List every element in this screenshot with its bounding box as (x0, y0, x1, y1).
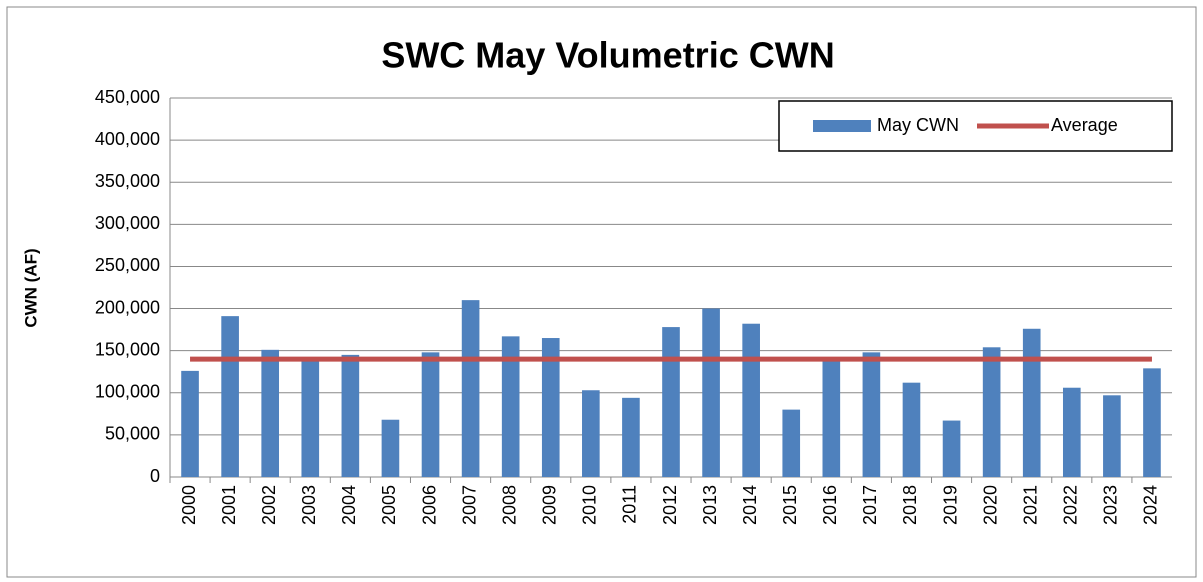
x-tick-label: 2022 (1061, 485, 1081, 525)
chart-title: SWC May Volumetric CWN (381, 35, 834, 76)
bar (181, 370, 199, 477)
bar (301, 359, 320, 477)
y-tick-label: 100,000 (95, 382, 160, 402)
bar (822, 358, 841, 477)
y-tick-label: 200,000 (95, 297, 160, 317)
x-tick-label: 2020 (980, 485, 1000, 525)
x-tick-label: 2005 (379, 485, 399, 525)
bar (221, 316, 239, 477)
bar (742, 323, 760, 477)
x-tick-label: 2023 (1101, 485, 1121, 525)
legend-label: May CWN (877, 115, 959, 135)
bar (622, 397, 640, 477)
bar (541, 338, 560, 477)
x-tick-label: 2002 (259, 485, 279, 525)
bar (421, 352, 440, 477)
y-tick-label: 400,000 (95, 129, 160, 149)
x-tick-label: 2001 (219, 485, 239, 525)
y-tick-label: 300,000 (95, 213, 160, 233)
y-tick-label: 350,000 (95, 171, 160, 191)
bar (582, 390, 600, 477)
bar (1143, 368, 1161, 477)
x-tick-label: 2018 (900, 485, 920, 525)
y-tick-label: 50,000 (105, 424, 160, 444)
y-tick-label: 150,000 (95, 339, 160, 359)
x-tick-label: 2008 (499, 485, 519, 525)
x-tick-label: 2000 (179, 485, 199, 525)
bar (982, 347, 1001, 477)
bar (662, 327, 680, 477)
x-tick-label: 2003 (299, 485, 319, 525)
bar (942, 420, 961, 477)
legend-swatch (813, 120, 871, 132)
y-tick-label: 0 (150, 466, 160, 486)
x-tick-label: 2016 (820, 485, 840, 525)
x-tick-label: 2021 (1020, 485, 1040, 525)
bar (1022, 328, 1041, 477)
x-tick-label: 2010 (580, 485, 600, 525)
bar (381, 419, 400, 477)
bar (702, 308, 720, 477)
bar (1062, 387, 1081, 477)
x-tick-label: 2006 (419, 485, 439, 525)
bar (261, 349, 280, 477)
bar (902, 382, 921, 477)
bar (1103, 395, 1121, 477)
y-tick-label: 250,000 (95, 255, 160, 275)
y-tick-label: 450,000 (95, 87, 160, 107)
x-tick-label: 2013 (700, 485, 720, 525)
bar (782, 409, 801, 477)
x-tick-label: 2014 (740, 485, 760, 525)
bar (862, 352, 881, 477)
x-tick-label: 2019 (940, 485, 960, 525)
x-tick-label: 2011 (620, 485, 640, 524)
x-tick-label: 2007 (459, 485, 479, 525)
x-tick-label: 2009 (540, 485, 560, 525)
x-tick-label: 2004 (339, 485, 359, 525)
bar (341, 354, 360, 477)
bar (461, 300, 480, 477)
x-tick-label: 2024 (1141, 485, 1161, 525)
bar (501, 336, 520, 477)
x-tick-label: 2017 (860, 485, 880, 525)
y-axis-label: CWN (AF) (21, 248, 40, 327)
legend-label: Average (1051, 115, 1118, 135)
x-tick-label: 2012 (660, 485, 680, 525)
x-tick-label: 2015 (780, 485, 800, 525)
